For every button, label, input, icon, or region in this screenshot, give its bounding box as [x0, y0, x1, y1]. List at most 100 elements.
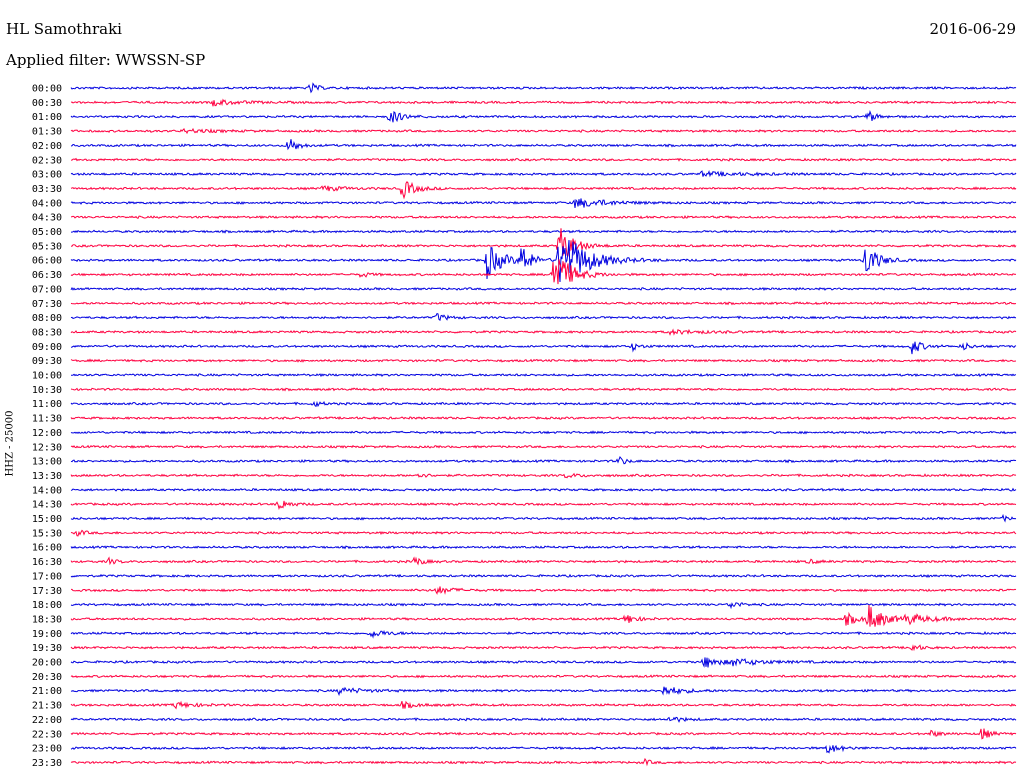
- seismic-trace: [70, 456, 1017, 465]
- row-time-label: 10:30: [32, 385, 62, 396]
- seismic-trace: [70, 240, 1017, 283]
- row-time-label: 05:30: [32, 241, 62, 252]
- seismic-trace: [71, 157, 1017, 162]
- seismic-trace: [70, 657, 1017, 668]
- row-time-label: 03:30: [32, 184, 62, 195]
- row-time-label: 00:00: [32, 84, 62, 95]
- row-time-label: 19:00: [32, 629, 62, 640]
- row-time-label: 23:30: [32, 758, 62, 769]
- row-time-label: 17:30: [32, 586, 62, 597]
- row-time-label: 20:00: [32, 658, 62, 669]
- seismic-trace: [70, 686, 1017, 697]
- seismic-trace: [70, 109, 1017, 123]
- seismic-trace: [70, 604, 1017, 627]
- row-time-label: 01:00: [32, 112, 62, 123]
- row-time-label: 16:00: [32, 543, 62, 554]
- seismic-trace: [70, 170, 1017, 178]
- seismic-trace: [70, 430, 1017, 435]
- seismic-trace: [70, 644, 1017, 652]
- row-time-label: 09:00: [32, 342, 62, 353]
- seismic-trace: [70, 127, 1017, 135]
- seismic-trace: [70, 358, 1017, 363]
- seismic-trace: [70, 487, 1017, 492]
- row-time-label: 22:00: [32, 715, 62, 726]
- row-time-label: 21:30: [32, 701, 62, 712]
- seismic-trace: [70, 312, 1017, 322]
- seismic-trace: [70, 328, 1017, 336]
- row-time-label: 09:30: [32, 356, 62, 367]
- seismic-trace: [70, 513, 1017, 523]
- filter-label: Applied filter: WWSSN-SP: [6, 51, 206, 69]
- row-time-label: 19:30: [32, 643, 62, 654]
- seismic-trace: [70, 180, 1017, 200]
- seismic-trace: [70, 716, 1017, 723]
- tick-label-group: 00:00 00:30 01:00 01:30 02:00 02:30 03:00 03:30…: [32, 84, 62, 769]
- row-time-label: 08:30: [32, 327, 62, 338]
- row-time-label: 10:00: [32, 371, 62, 382]
- row-time-label: 05:00: [32, 227, 62, 238]
- seismic-trace: [70, 529, 1017, 537]
- row-time-label: 14:30: [32, 500, 62, 511]
- row-time-label: 02:30: [32, 155, 62, 166]
- row-time-label: 23:00: [32, 744, 62, 755]
- row-time-label: 16:30: [32, 557, 62, 568]
- row-time-label: 11:30: [32, 414, 62, 425]
- row-time-label: 03:00: [32, 170, 62, 181]
- trace-group: [70, 82, 1017, 767]
- row-time-label: 11:00: [32, 399, 62, 410]
- row-time-label: 12:00: [32, 428, 62, 439]
- seismic-trace: [70, 444, 1017, 449]
- seismic-trace: [70, 387, 1017, 392]
- seismic-trace: [70, 500, 1017, 511]
- row-time-label: 08:00: [32, 313, 62, 324]
- seismic-trace: [71, 229, 1017, 234]
- row-time-label: 00:30: [32, 98, 62, 109]
- seismic-trace: [70, 286, 1017, 291]
- seismic-trace: [70, 472, 1017, 479]
- seismic-trace: [70, 198, 1017, 208]
- row-time-label: 20:30: [32, 672, 62, 683]
- seismic-trace: [70, 82, 1017, 94]
- seismic-trace: [70, 700, 1017, 710]
- seismic-trace: [70, 259, 1017, 285]
- row-time-label: 12:30: [32, 442, 62, 453]
- row-time-label: 07:30: [32, 299, 62, 310]
- seismic-trace: [70, 728, 1017, 740]
- seismic-trace: [70, 341, 1017, 355]
- row-time-label: 02:00: [32, 141, 62, 152]
- seismic-trace: [70, 602, 1017, 610]
- row-time-label: 18:30: [32, 614, 62, 625]
- row-time-label: 22:30: [32, 729, 62, 740]
- seismic-trace: [70, 98, 1017, 107]
- seismic-trace: [70, 757, 1017, 767]
- seismic-trace: [71, 586, 1017, 595]
- row-time-label: 14:00: [32, 485, 62, 496]
- seismic-trace: [70, 573, 1017, 578]
- seismic-trace: [70, 629, 1017, 639]
- row-time-label: 06:30: [32, 270, 62, 281]
- seismic-trace: [70, 139, 1017, 151]
- row-time-label: 04:00: [32, 198, 62, 209]
- row-time-label: 17:00: [32, 571, 62, 582]
- row-time-label: 04:30: [32, 213, 62, 224]
- row-time-label: 13:30: [32, 471, 62, 482]
- seismic-trace: [70, 415, 1017, 421]
- seismic-trace: [71, 372, 1017, 378]
- row-time-label: 01:30: [32, 127, 62, 138]
- seismic-trace: [70, 301, 1017, 306]
- row-time-label: 18:00: [32, 600, 62, 611]
- seismic-trace: [70, 744, 1017, 754]
- seismic-trace: [70, 674, 1017, 679]
- seismic-trace: [70, 400, 1017, 408]
- seismic-trace: [70, 556, 1017, 566]
- row-time-label: 06:00: [32, 256, 62, 267]
- row-time-label: 21:00: [32, 686, 62, 697]
- station-title: HL Samothraki: [6, 20, 122, 38]
- seismic-trace: [70, 215, 1017, 220]
- seismic-trace: [70, 228, 1017, 257]
- row-time-label: 07:00: [32, 284, 62, 295]
- seismic-trace: [70, 545, 1017, 550]
- row-time-label: 13:00: [32, 457, 62, 468]
- date-label: 2016-06-29: [929, 20, 1016, 38]
